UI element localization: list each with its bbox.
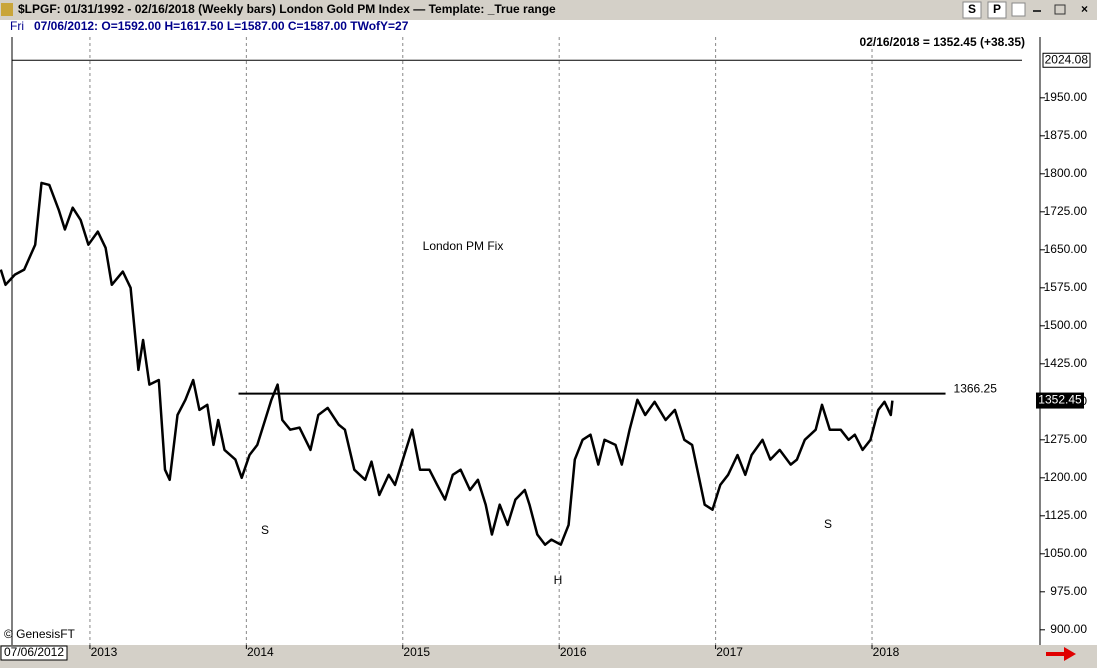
y-tick-label: 1275.00 [1044,432,1088,446]
maximize-button[interactable] [1054,4,1066,15]
title-bar [0,0,1097,20]
y-tick-label: 975.00 [1050,584,1087,598]
x-axis-strip [0,645,1097,668]
day-label: Fri [10,19,24,33]
x-tick-label: 2015 [403,645,430,659]
last-price-label: 1352.45 [1038,393,1082,407]
button[interactable] [962,1,982,19]
window-button[interactable] [1011,2,1026,17]
chart-title: London PM Fix [423,239,504,253]
neckline-label: 1366.25 [954,382,998,396]
y-tick-label: 1650.00 [1044,242,1088,256]
x-tick-label: 2013 [91,645,118,659]
price-line [0,181,894,546]
symbol-line: $LPGF: 01/31/1992 - 02/16/2018 (Weekly b… [18,2,556,16]
level-label: 2024.08 [1045,52,1089,66]
date-label: 07/06/2012 [4,645,64,659]
close-button[interactable]: × [1081,2,1088,16]
level-box [1042,52,1091,68]
scroll-arrow[interactable] [1046,647,1076,661]
y-tick-label: 1425.00 [1044,356,1088,370]
last-price-box [1036,392,1084,409]
last-value: 02/16/2018 = 1352.45 (+38.35) [860,35,1025,49]
annotation: H [554,573,563,587]
y-tick-label: 1050.00 [1044,546,1088,560]
x-tick-label: 2016 [560,645,587,659]
y-tick-label: 1200.00 [1044,470,1088,484]
y-tick-label: 1125.00 [1045,508,1088,522]
annotation: S [261,523,269,537]
y-tick-label: 1575.00 [1044,280,1088,294]
button-label[interactable]: P [993,2,1001,16]
date-box [0,645,68,661]
y-tick-label: 1875.00 [1044,128,1088,142]
y-tick-label: 1725.00 [1044,204,1088,218]
bar-line: 07/06/2012: O=1592.00 H=1617.50 L=1587.0… [34,19,409,33]
info-bar [0,20,1097,34]
y-tick-label: 900.00 [1050,622,1087,636]
y-tick-label: 1950.00 [1044,90,1088,104]
x-tick-label: 2017 [716,645,743,659]
annotation: S [824,517,832,531]
button-label[interactable]: S [968,2,976,16]
button[interactable] [987,1,1007,19]
x-tick-label: 2018 [873,645,900,659]
app-icon [1,3,13,16]
x-tick-label: 2014 [247,645,274,659]
y-tick-label: 1500.00 [1044,318,1088,332]
source: © GenesisFT [4,627,76,641]
y-tick-label: 1800.00 [1044,166,1088,180]
minimize-button[interactable] [1033,10,1041,12]
